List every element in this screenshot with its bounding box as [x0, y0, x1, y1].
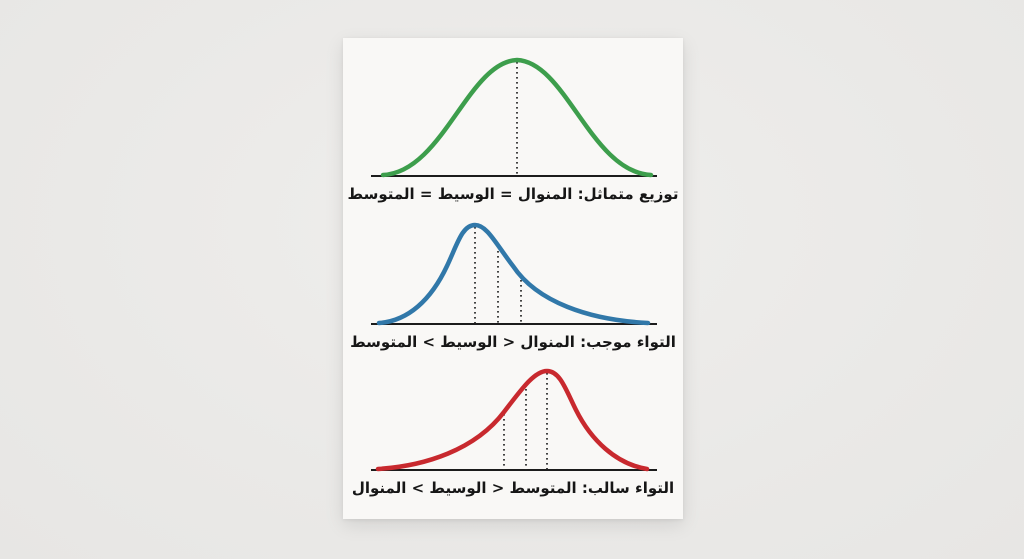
positive-skew-label: التواء موجب: المنوال < الوسيط > المتوسط: [350, 333, 676, 351]
distribution-curve: [380, 57, 654, 178]
symmetric-distribution-chart: توزيع متماثل: المنوال = الوسيط = المتوسط: [347, 52, 679, 204]
symmetric-distribution-label: توزيع متماثل: المنوال = الوسيط = المتوسط: [347, 185, 679, 203]
negative-skew-plot: [371, 368, 657, 472]
distribution-diagram-card: توزيع متماثل: المنوال = الوسيط = المتوسط…: [343, 38, 683, 519]
negative-skew-label: التواء سالب: المتوسط < الوسيط > المنوال: [351, 479, 675, 497]
distribution-curve: [376, 222, 651, 326]
positive-skew-chart: التواء موجب: المنوال < الوسيط > المتوسط: [350, 218, 676, 352]
negative-skew-chart: التواء سالب: المتوسط < الوسيط > المنوال: [352, 364, 674, 498]
distribution-curve: [375, 368, 650, 472]
positive-skew-plot: [370, 222, 657, 326]
symmetric-distribution-plot: [371, 57, 657, 178]
